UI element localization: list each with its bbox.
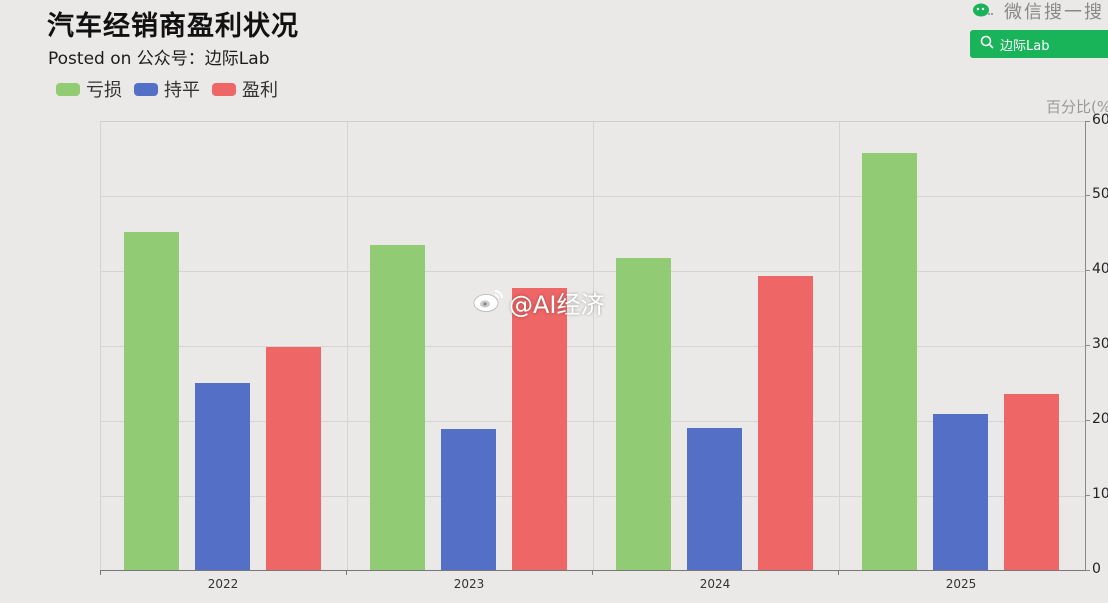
y-tick-label: 20 bbox=[1092, 411, 1108, 427]
y-tick-label: 30 bbox=[1092, 336, 1108, 352]
legend-item-profit[interactable]: 盈利 bbox=[212, 76, 278, 102]
bar-2024-breakeven[interactable] bbox=[687, 428, 742, 570]
wechat-icon bbox=[972, 2, 996, 20]
category-divider bbox=[593, 122, 594, 570]
legend-label: 亏损 bbox=[86, 80, 122, 101]
y-tick-label: 50 bbox=[1092, 186, 1108, 202]
watermark-text: @AI经济 bbox=[509, 291, 605, 319]
x-tick-label: 2025 bbox=[945, 577, 977, 591]
bar-2022-profit[interactable] bbox=[266, 347, 321, 570]
wechat-search-box[interactable]: 边际Lab bbox=[970, 30, 1108, 58]
legend-swatch-breakeven bbox=[134, 82, 158, 96]
search-text: 边际Lab bbox=[1000, 38, 1050, 54]
category-divider bbox=[347, 122, 348, 570]
weibo-icon bbox=[473, 287, 505, 319]
y-tick-label: 10 bbox=[1092, 486, 1108, 502]
wechat-label: 微信搜一搜 bbox=[1004, 2, 1104, 23]
legend-swatch-loss bbox=[56, 82, 80, 96]
bar-2025-loss[interactable] bbox=[862, 153, 917, 570]
x-axis-line bbox=[100, 570, 1086, 571]
bar-2023-loss[interactable] bbox=[370, 245, 425, 570]
search-icon bbox=[980, 35, 994, 53]
y-tick-label: 60 bbox=[1092, 112, 1108, 128]
x-tick bbox=[346, 570, 347, 575]
legend-swatch-profit bbox=[212, 82, 236, 96]
bar-2025-profit[interactable] bbox=[1004, 394, 1059, 570]
x-tick-label: 2024 bbox=[699, 577, 731, 591]
bar-2023-breakeven[interactable] bbox=[441, 429, 496, 570]
category-divider bbox=[839, 122, 840, 570]
legend-label: 持平 bbox=[164, 80, 200, 101]
x-tick bbox=[592, 570, 593, 575]
y-tick bbox=[1085, 345, 1090, 346]
x-tick bbox=[838, 570, 839, 575]
y-tick-label: 0 bbox=[1092, 561, 1101, 577]
x-tick-label: 2022 bbox=[207, 577, 239, 591]
wechat-search-banner: 微信搜一搜 bbox=[972, 0, 1104, 24]
y-tick bbox=[1085, 495, 1090, 496]
chart-title: 汽车经销商盈利状况 bbox=[47, 11, 299, 42]
bar-2023-profit[interactable] bbox=[512, 288, 567, 570]
legend-label: 盈利 bbox=[242, 80, 278, 101]
y-axis-unit: 百分比(%) bbox=[1046, 98, 1108, 116]
legend-item-breakeven[interactable]: 持平 bbox=[134, 76, 200, 102]
y-tick bbox=[1085, 195, 1090, 196]
plot-area bbox=[100, 121, 1085, 570]
bar-2022-breakeven[interactable] bbox=[195, 383, 250, 570]
x-tick bbox=[100, 570, 101, 575]
y-tick bbox=[1085, 420, 1090, 421]
bar-2024-profit[interactable] bbox=[758, 276, 813, 570]
chart-legend: 亏损 持平 盈利 bbox=[56, 76, 278, 102]
y-tick bbox=[1085, 570, 1090, 571]
y-tick bbox=[1085, 121, 1090, 122]
y-tick bbox=[1085, 270, 1090, 271]
legend-item-loss[interactable]: 亏损 bbox=[56, 76, 122, 102]
x-tick-label: 2023 bbox=[453, 577, 485, 591]
bar-2025-breakeven[interactable] bbox=[933, 414, 988, 570]
bar-2024-loss[interactable] bbox=[616, 258, 671, 570]
y-tick-label: 40 bbox=[1092, 261, 1108, 277]
chart-subtitle: Posted on 公众号：边际Lab bbox=[48, 49, 270, 69]
bar-2022-loss[interactable] bbox=[124, 232, 179, 570]
weibo-watermark: @AI经济 bbox=[473, 285, 605, 320]
